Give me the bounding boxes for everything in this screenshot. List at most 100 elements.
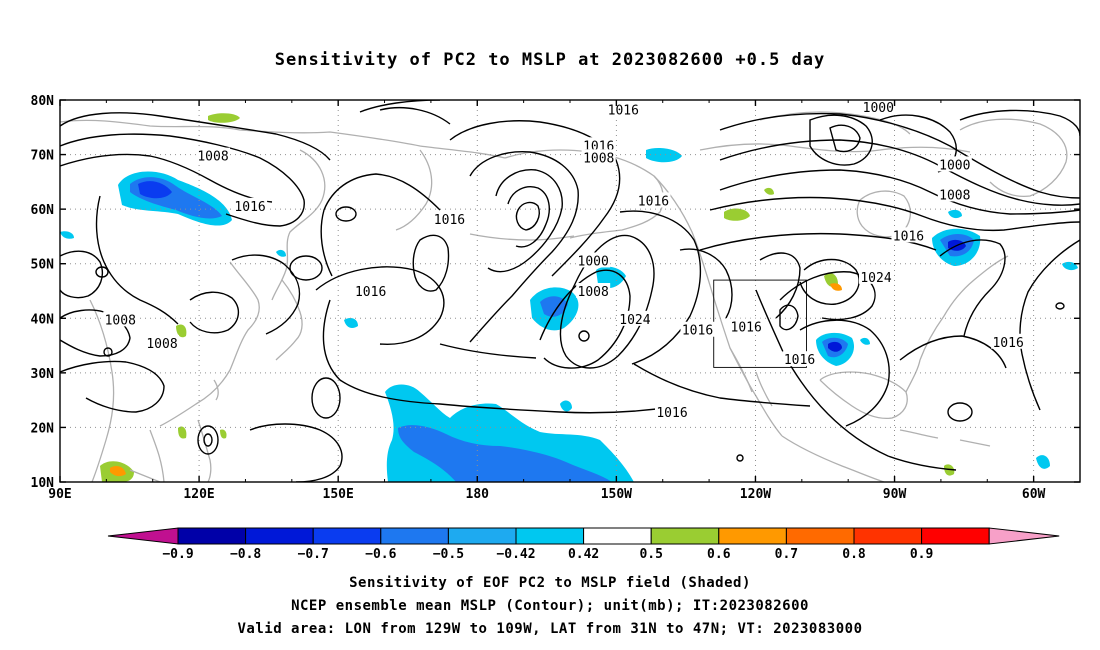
- colorbar-level-label: −0.6: [365, 547, 396, 562]
- colorbar-lower-extend: [107, 527, 179, 545]
- mslp-contour: [487, 169, 563, 273]
- lon-label: 120E: [183, 487, 214, 502]
- mslp-contour: [947, 402, 973, 422]
- coastline-na-east: [919, 255, 1009, 361]
- mslp-contour: [799, 258, 860, 305]
- lat-label: 50N: [31, 258, 55, 273]
- lon-label: 150W: [601, 487, 632, 502]
- coastline-taiwan: [213, 379, 219, 401]
- colorbar-bin: [380, 527, 449, 545]
- colorbar-level-label: −0.8: [230, 547, 261, 562]
- contour-label: 1008: [578, 285, 609, 300]
- contour-labels: 1016 1000 1016 1008 1008 1000 1008 1016 1016 1016…: [103, 99, 1026, 421]
- mslp-contour: [289, 255, 323, 281]
- mslp-contour: [469, 151, 579, 343]
- colorbar-bin: [583, 527, 652, 545]
- contour-label: 1008: [583, 151, 614, 166]
- mslp-contour: [60, 153, 273, 203]
- mslp-contour: [1019, 239, 1080, 411]
- colorbar-level-label: 0.7: [775, 547, 798, 562]
- map-title: Sensitivity of PC2 to MSLP at 2023082600…: [274, 50, 826, 70]
- coastline-greenland: [959, 118, 1068, 198]
- negative-sensitivity-region: [398, 425, 612, 482]
- contour-label-bg: [937, 186, 972, 202]
- coastline-central-america: [781, 435, 885, 482]
- colorbar-level-label: 0.6: [707, 547, 731, 562]
- mslp-contour: [60, 250, 104, 299]
- coastline-east-asia: [159, 261, 260, 427]
- colorbar-level-label: −0.7: [298, 547, 329, 562]
- contour-label-bg: [861, 99, 896, 115]
- contour-label-bg: [859, 268, 893, 284]
- colorbar-bin: [785, 527, 855, 545]
- coastline-maritime: [129, 469, 161, 482]
- mslp-contour: [899, 335, 1007, 369]
- mslp-contour: [315, 266, 445, 345]
- contour-label: 1016: [656, 406, 687, 421]
- coastline-okhotsk: [271, 149, 326, 301]
- contour-label-bg: [576, 252, 611, 268]
- contour-label-bg: [145, 334, 179, 350]
- mslp-contour: [231, 254, 301, 335]
- positive-sensitivity-region: [764, 187, 774, 195]
- contour-label: 1016: [682, 324, 713, 339]
- contour-label: 1016: [434, 213, 465, 228]
- colorbar-upper-extend: [988, 527, 1060, 545]
- negative-sensitivity-region: [596, 266, 626, 289]
- footer-line-2: NCEP ensemble mean MSLP (Contour); unit(…: [291, 598, 809, 614]
- contour-label-bg: [576, 283, 611, 298]
- lat-label: 70N: [31, 149, 55, 164]
- mslp-contour: [719, 112, 1080, 199]
- lon-label: 180: [466, 487, 490, 502]
- mslp-contour: [439, 343, 537, 359]
- lon-label: 60W: [1022, 487, 1046, 502]
- negative-sensitivity-region: [60, 231, 74, 239]
- graticule: [60, 100, 1080, 482]
- colorbar-level-label: −0.9: [162, 547, 193, 562]
- mslp-contour: [515, 201, 540, 231]
- mslp-contour: [60, 133, 305, 227]
- negative-sensitivity-region: [528, 456, 556, 473]
- mslp-contour: [103, 347, 113, 357]
- mslp-contour: [322, 299, 681, 414]
- mslp-contour: [809, 114, 873, 166]
- colorbar-bin: [312, 527, 382, 545]
- negative-sensitivity-region: [344, 318, 358, 328]
- mslp-contour: [203, 433, 213, 447]
- mslp-contour: [759, 252, 801, 319]
- lat-label: 80N: [31, 94, 55, 109]
- contour-label: 1016: [608, 103, 639, 118]
- colorbar-level-label: −0.5: [433, 547, 464, 562]
- contour-label-bg: [617, 310, 652, 326]
- mslp-contour: [829, 124, 861, 153]
- contour-label-bg: [937, 156, 972, 172]
- lon-label: 120W: [740, 487, 771, 502]
- contour-label: 1024: [860, 271, 891, 286]
- footer-line-3: Valid area: LON from 129W to 109W, LAT f…: [237, 621, 863, 637]
- mslp-contour: [507, 186, 550, 248]
- contour-label-bg: [680, 321, 715, 337]
- mslp-contour: [449, 120, 621, 277]
- contour-label: 1016: [355, 285, 386, 300]
- contour-label-bg: [196, 147, 230, 163]
- colorbar-bin: [853, 527, 923, 545]
- positive-sensitivity-region: [176, 324, 187, 338]
- mslp-contour: [311, 377, 341, 419]
- contour-label: 1008: [939, 188, 970, 203]
- mslp-contour: [320, 173, 441, 277]
- mslp-contour: [335, 206, 357, 222]
- contour-label: 1016: [893, 229, 924, 244]
- mslp-contour: [578, 330, 590, 342]
- positive-sensitivity-region: [830, 283, 842, 291]
- negative-sensitivity-region: [860, 337, 870, 345]
- mslp-contour: [1055, 302, 1065, 310]
- coastline-gulf-of-mexico: [819, 371, 908, 420]
- negative-sensitivity-region: [828, 341, 842, 352]
- contour-label: 1000: [939, 158, 970, 173]
- colorbar-bin: [718, 527, 787, 545]
- mslp-contour: [755, 289, 957, 471]
- lat-label: 30N: [31, 367, 55, 382]
- mslp-contour: [95, 195, 179, 325]
- mslp-contour: [959, 109, 1080, 137]
- contour-label: 1008: [146, 337, 177, 352]
